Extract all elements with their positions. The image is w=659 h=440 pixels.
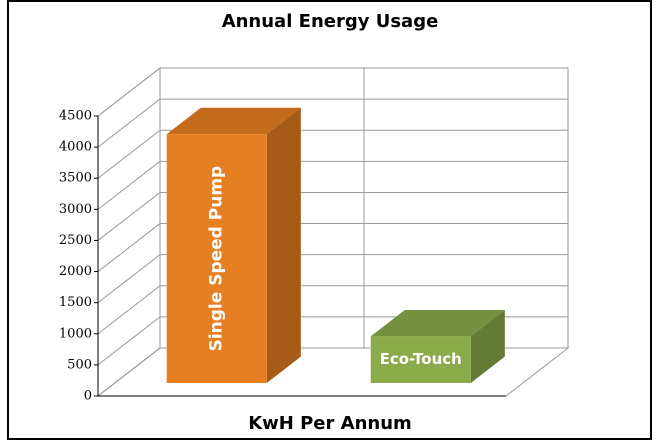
frame <box>7 0 652 440</box>
bar-side <box>266 107 301 384</box>
bar <box>370 336 471 384</box>
y-tick-label: 2000 <box>59 264 92 279</box>
grid-line <box>97 223 568 272</box>
bar-top <box>370 309 505 337</box>
y-tick-label: 500 <box>67 357 92 372</box>
y-tick-label: 2500 <box>59 233 92 248</box>
y-tick-label: 3000 <box>59 202 92 217</box>
y-tick-label: 4000 <box>59 140 92 155</box>
y-tick-label: 1500 <box>59 295 92 310</box>
y-tick-label: 3500 <box>59 171 92 186</box>
grid-line <box>97 191 568 241</box>
y-tick-label: 0 <box>84 389 92 404</box>
y-tick-label: 1000 <box>59 326 92 341</box>
grid-line <box>97 160 568 210</box>
grid-line <box>97 254 568 304</box>
grid-line <box>97 67 568 117</box>
bar-side <box>470 309 505 384</box>
chart-title: Annual Energy Usage <box>222 11 439 32</box>
bar-top <box>166 107 301 135</box>
y-tick-label: 4500 <box>59 109 92 124</box>
grid-line <box>97 285 568 335</box>
grid-line <box>97 129 568 179</box>
bar-label: Single Speed Pump <box>207 166 227 352</box>
bar <box>166 134 267 384</box>
bar-label: Eco-Touch <box>380 350 462 368</box>
grid-line <box>97 98 568 148</box>
x-axis-title: KwH Per Annum <box>248 413 412 434</box>
